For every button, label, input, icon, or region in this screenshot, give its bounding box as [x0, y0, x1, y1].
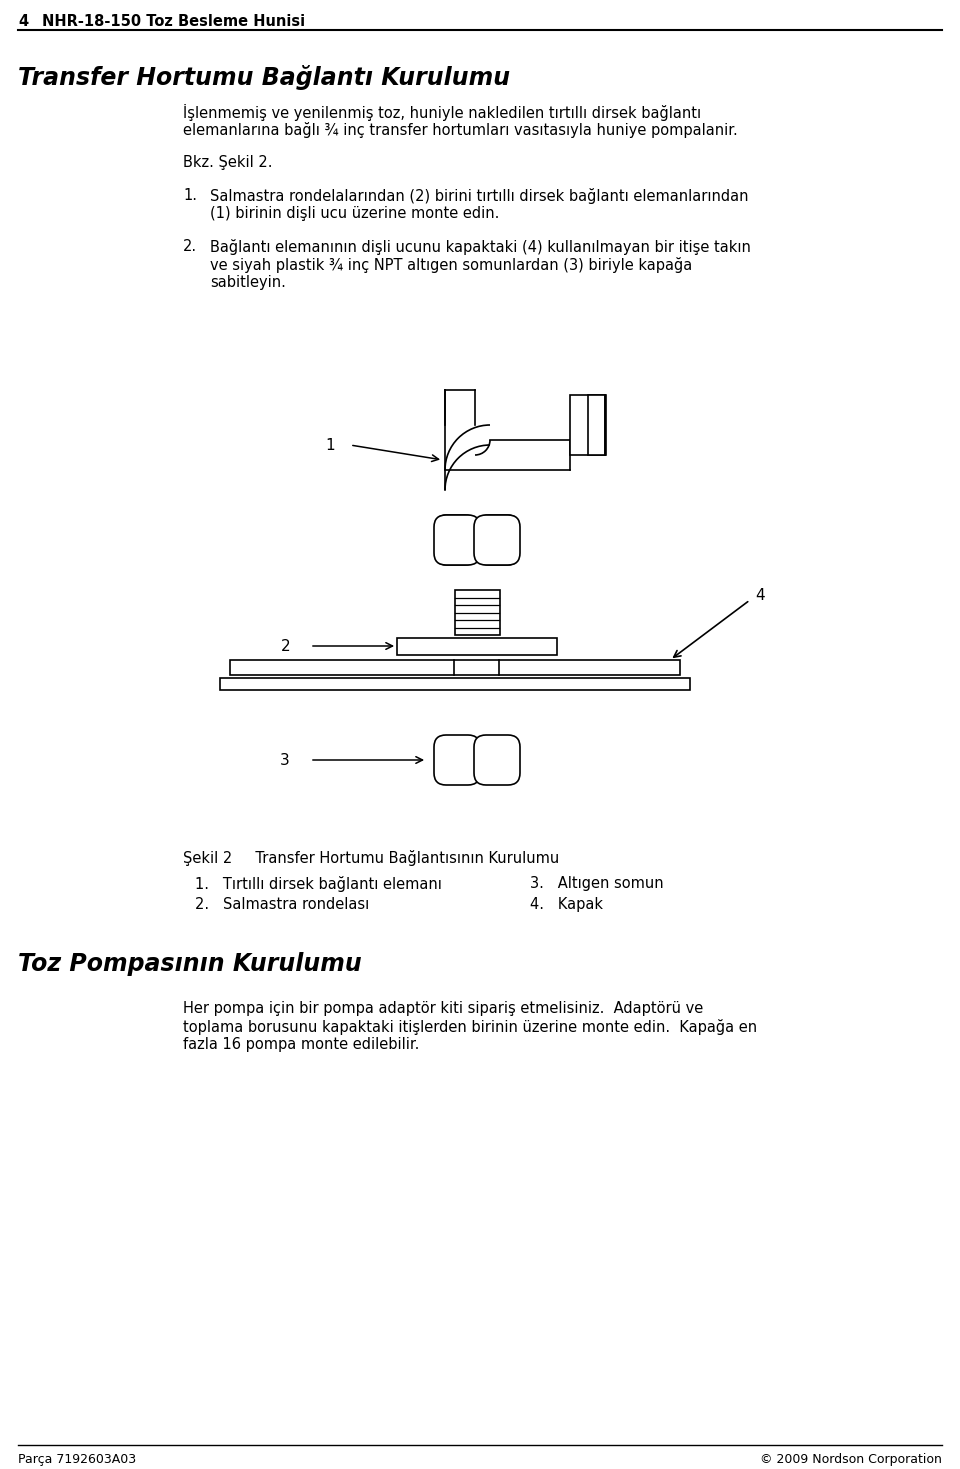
Text: NHR-18-150 Toz Besleme Hunisi: NHR-18-150 Toz Besleme Hunisi: [42, 15, 305, 29]
Text: fazla 16 pompa monte edilebilir.: fazla 16 pompa monte edilebilir.: [183, 1037, 420, 1052]
Bar: [230, 660, 680, 674]
Text: Transfer Hortumu Bağlantı Kurulumu: Transfer Hortumu Bağlantı Kurulumu: [18, 65, 510, 90]
Text: elemanlarına bağlı ¾ inç transfer hortumları vasıtasıyla huniye pompalanir.: elemanlarına bağlı ¾ inç transfer hortum…: [183, 122, 737, 138]
Text: Parça 7192603A03: Parça 7192603A03: [18, 1453, 136, 1466]
Bar: [220, 679, 690, 690]
Text: İşlenmemiş ve yenilenmiş toz, huniyle nakledilen tırtıllı dirsek bağlantı: İşlenmemiş ve yenilenmiş toz, huniyle na…: [183, 104, 701, 120]
FancyBboxPatch shape: [477, 516, 519, 566]
Bar: [588, 395, 605, 455]
Text: 2: 2: [280, 639, 290, 654]
Bar: [570, 395, 605, 455]
Text: 3.   Altıgen somun: 3. Altıgen somun: [530, 876, 663, 892]
FancyBboxPatch shape: [435, 516, 477, 566]
Text: ve siyah plastik ¾ inç NPT altıgen somunlardan (3) biriyle kapağa: ve siyah plastik ¾ inç NPT altıgen somun…: [210, 257, 692, 273]
Bar: [605, 395, 606, 455]
Text: toplama borusunu kapaktaki itişlerden birinin üzerine monte edin.  Kapağa en: toplama borusunu kapaktaki itişlerden bi…: [183, 1019, 757, 1036]
Bar: [455, 591, 500, 635]
FancyBboxPatch shape: [474, 516, 520, 566]
Text: 3: 3: [280, 752, 290, 767]
Text: Bkz. Şekil 2.: Bkz. Şekil 2.: [183, 156, 273, 170]
Text: 4: 4: [755, 588, 764, 602]
FancyBboxPatch shape: [434, 516, 480, 566]
Text: 1.   Tırtıllı dirsek bağlantı elemanı: 1. Tırtıllı dirsek bağlantı elemanı: [195, 876, 442, 892]
FancyBboxPatch shape: [474, 734, 520, 784]
Text: Toz Pompasının Kurulumu: Toz Pompasının Kurulumu: [18, 952, 362, 975]
Text: Bağlantı elemanının dişli ucunu kapaktaki (4) kullanılmayan bir itişe takın: Bağlantı elemanının dişli ucunu kapaktak…: [210, 239, 751, 256]
Text: 1: 1: [325, 438, 335, 452]
Text: Salmastra rondelalarından (2) birini tırtıllı dirsek bağlantı elemanlarından: Salmastra rondelalarından (2) birini tır…: [210, 188, 749, 204]
Text: 2.   Salmastra rondelası: 2. Salmastra rondelası: [195, 898, 370, 912]
Text: 4: 4: [18, 15, 28, 29]
Text: © 2009 Nordson Corporation: © 2009 Nordson Corporation: [760, 1453, 942, 1466]
Text: 4.   Kapak: 4. Kapak: [530, 898, 603, 912]
Text: 1.: 1.: [183, 188, 197, 203]
Text: sabitleyin.: sabitleyin.: [210, 275, 286, 289]
Text: Her pompa için bir pompa adaptör kiti sipariş etmelisiniz.  Adaptörü ve: Her pompa için bir pompa adaptör kiti si…: [183, 1000, 704, 1017]
FancyBboxPatch shape: [434, 734, 480, 784]
Text: 2.: 2.: [183, 239, 197, 254]
Text: (1) birinin dişli ucu üzerine monte edin.: (1) birinin dişli ucu üzerine monte edin…: [210, 206, 499, 220]
Bar: [397, 638, 557, 655]
Text: Şekil 2     Transfer Hortumu Bağlantısının Kurulumu: Şekil 2 Transfer Hortumu Bağlantısının K…: [183, 851, 560, 867]
